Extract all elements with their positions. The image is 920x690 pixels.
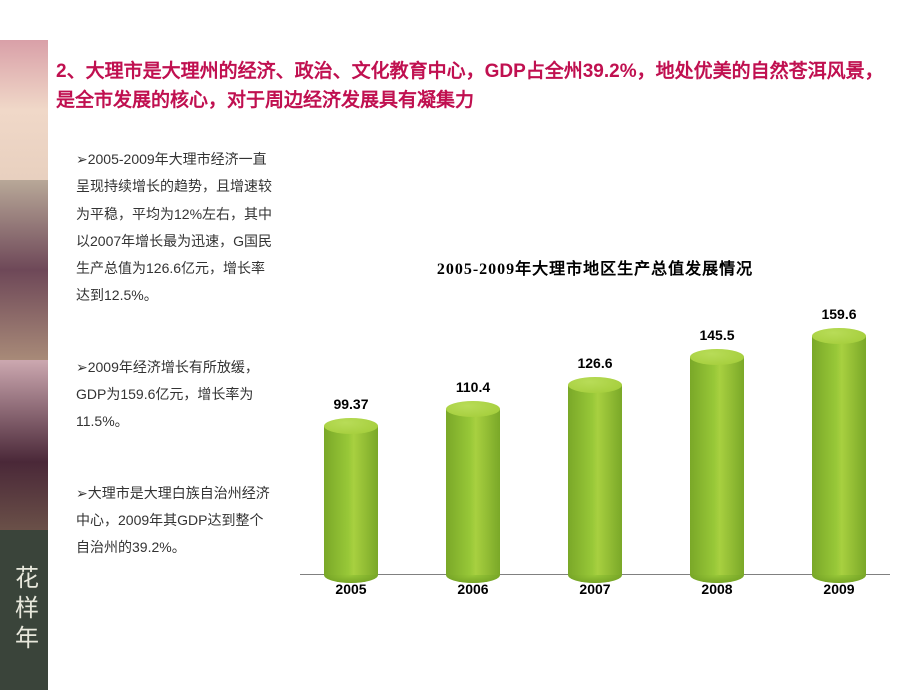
x-axis-label: 2007 <box>563 581 627 605</box>
bar-body <box>690 349 744 575</box>
bar-column: 99.37 <box>319 396 383 575</box>
bar-shaft <box>568 385 622 575</box>
bullet-item: ➢大理市是大理白族自治州经济中心，2009年其GDP达到整个自治州的39.2%。 <box>76 480 276 562</box>
bar-body <box>446 401 500 575</box>
left-decoration: 花样年 <box>0 0 50 690</box>
x-axis-labels: 2005 2006 2007 2008 2009 <box>290 581 900 605</box>
logo-block: 花样年 <box>0 530 48 690</box>
bullet-text: 2009年经济增长有所放缓，GDP为159.6亿元，增长率为11.5%。 <box>76 359 259 430</box>
bar-value-label: 110.4 <box>456 379 490 395</box>
page-title: 2、大理市是大理州的经济、政治、文化教育中心，GDP占全州39.2%，地处优美的… <box>56 58 900 115</box>
deco-segment <box>0 360 48 530</box>
bar-shaft <box>690 357 744 575</box>
logo-text: 花样年 <box>7 565 42 655</box>
gdp-chart: 2005-2009年大理市地区生产总值发展情况 99.37 110.4 126.6 1… <box>290 255 900 635</box>
bar-value-label: 99.37 <box>333 396 368 412</box>
bar-shaft <box>812 336 866 575</box>
bar-column: 159.6 <box>807 306 871 575</box>
bar-body <box>568 377 622 575</box>
bar-shaft <box>446 409 500 575</box>
bar-cap <box>324 418 378 434</box>
bar-value-label: 126.6 <box>577 355 612 371</box>
bullet-item: ➢2005-2009年大理市经济一直呈现持续增长的趋势，且增速较为平稳，平均为1… <box>76 146 276 310</box>
bar-cap <box>812 328 866 344</box>
bullet-arrow-icon: ➢ <box>76 359 88 375</box>
bar-column: 126.6 <box>563 355 627 575</box>
bar-value-label: 145.5 <box>699 327 734 343</box>
deco-segment <box>0 40 48 180</box>
bar-column: 110.4 <box>441 379 505 575</box>
bar-cap <box>690 349 744 365</box>
chart-plot: 99.37110.4126.6145.5159.6 20052006200720… <box>290 285 900 605</box>
bar-cap <box>568 377 622 393</box>
bullet-arrow-icon: ➢ <box>76 151 88 167</box>
bar-body <box>324 418 378 575</box>
bar-column: 145.5 <box>685 327 749 575</box>
chart-title: 2005-2009年大理市地区生产总值发展情况 <box>290 255 900 279</box>
bars-row: 99.37 110.4 126.6 145.5 159.6 <box>290 305 900 575</box>
x-axis-label: 2005 <box>319 581 383 605</box>
x-axis-label: 2008 <box>685 581 749 605</box>
bullet-item: ➢2009年经济增长有所放缓，GDP为159.6亿元，增长率为11.5%。 <box>76 354 276 436</box>
x-axis-label: 2006 <box>441 581 505 605</box>
bullet-text: 大理市是大理白族自治州经济中心，2009年其GDP达到整个自治州的39.2%。 <box>76 485 270 556</box>
bullet-list: ➢2005-2009年大理市经济一直呈现持续增长的趋势，且增速较为平稳，平均为1… <box>76 146 276 606</box>
deco-segment <box>0 180 48 360</box>
bullet-arrow-icon: ➢ <box>76 485 88 501</box>
bar-value-label: 159.6 <box>821 306 856 322</box>
x-axis-label: 2009 <box>807 581 871 605</box>
bullet-text: 2005-2009年大理市经济一直呈现持续增长的趋势，且增速较为平稳，平均为12… <box>76 151 272 303</box>
bar-shaft <box>324 426 378 575</box>
bar-body <box>812 328 866 575</box>
